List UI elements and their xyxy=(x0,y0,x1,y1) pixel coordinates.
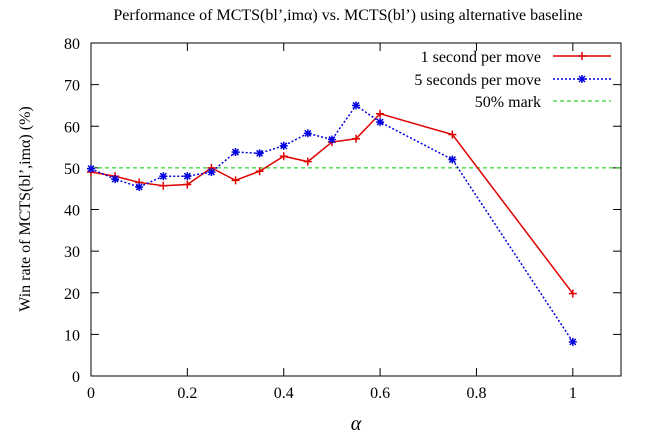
data-point-5-seconds-per-move xyxy=(183,172,192,181)
data-point-5-seconds-per-move xyxy=(448,155,457,164)
y-tick-label: 0 xyxy=(72,369,80,386)
y-tick-label: 10 xyxy=(64,327,80,344)
y-axis-label: Win rate of MCTS(bl’,imα) (%) xyxy=(17,106,34,311)
x-tick-label: 1 xyxy=(569,385,577,402)
legend-label-1-second-per-move: 1 second per move xyxy=(421,49,541,66)
data-point-1-second-per-move xyxy=(448,130,457,139)
data-point-5-seconds-per-move xyxy=(87,164,95,173)
y-tick-label: 20 xyxy=(64,286,80,303)
y-tick-label: 80 xyxy=(64,36,80,53)
data-point-5-seconds-per-move xyxy=(352,101,360,110)
data-point-5-seconds-per-move xyxy=(207,168,216,177)
data-point-1-second-per-move xyxy=(231,176,240,185)
data-point-5-seconds-per-move xyxy=(303,129,312,138)
data-point-1-second-per-move xyxy=(279,152,288,161)
data-point-5-seconds-per-move xyxy=(231,148,240,157)
y-tick-label: 30 xyxy=(64,244,80,261)
legend-label-50-mark: 50% mark xyxy=(475,94,541,111)
data-point-1-second-per-move xyxy=(352,134,360,143)
data-point-1-second-per-move xyxy=(303,157,312,166)
x-tick-label: 0 xyxy=(87,385,95,402)
data-point-5-seconds-per-move xyxy=(111,175,120,184)
legend-marker-1-second-per-move xyxy=(578,52,586,60)
data-point-5-seconds-per-move xyxy=(279,141,288,150)
x-tick-label: 0.2 xyxy=(177,385,197,402)
data-point-1-second-per-move xyxy=(376,109,385,118)
series-layer xyxy=(87,101,621,346)
x-axis-label: α xyxy=(351,413,362,435)
plot-frame xyxy=(90,42,622,377)
data-point-1-second-per-move xyxy=(183,180,192,189)
y-tick-label: 70 xyxy=(64,78,80,95)
y-tick-label: 60 xyxy=(64,119,80,136)
x-tick-label: 0.8 xyxy=(466,385,486,402)
legend: 1 second per move 5 seconds per move 50% m… xyxy=(414,49,611,111)
data-point-5-seconds-per-move xyxy=(135,183,144,192)
data-point-5-seconds-per-move xyxy=(376,118,385,127)
x-tick-label: 0.4 xyxy=(274,385,294,402)
data-point-5-seconds-per-move xyxy=(255,149,264,158)
chart-title: Performance of MCTS(bl’,imα) vs. MCTS(bl… xyxy=(113,7,582,24)
data-point-5-seconds-per-move xyxy=(159,172,168,181)
data-point-1-second-per-move xyxy=(255,167,264,176)
legend-label-5-seconds-per-move: 5 seconds per move xyxy=(414,72,541,89)
data-point-5-seconds-per-move xyxy=(327,135,336,144)
data-point-1-second-per-move xyxy=(159,181,168,190)
x-tick-label: 0.6 xyxy=(370,385,390,402)
y-tick-label: 50 xyxy=(64,161,80,178)
data-point-1-second-per-move xyxy=(568,289,577,298)
y-tick-label: 40 xyxy=(64,203,80,220)
legend-marker-5-seconds-per-move xyxy=(578,75,586,83)
data-point-5-seconds-per-move xyxy=(568,337,577,346)
